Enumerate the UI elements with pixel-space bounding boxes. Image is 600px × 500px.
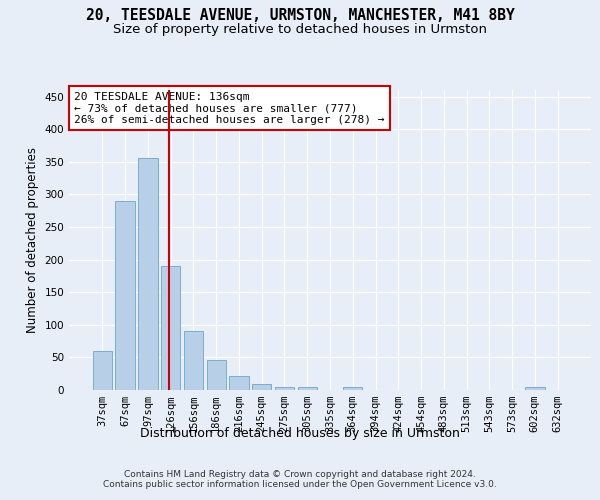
Text: Size of property relative to detached houses in Urmston: Size of property relative to detached ho…	[113, 22, 487, 36]
Bar	[138, 158, 158, 390]
Bar	[115, 201, 135, 390]
Bar	[161, 266, 181, 390]
Bar	[525, 388, 545, 390]
Text: 20 TEESDALE AVENUE: 136sqm
← 73% of detached houses are smaller (777)
26% of sem: 20 TEESDALE AVENUE: 136sqm ← 73% of deta…	[74, 92, 385, 124]
Text: Distribution of detached houses by size in Urmston: Distribution of detached houses by size …	[140, 428, 460, 440]
Bar	[229, 376, 248, 390]
Bar	[184, 332, 203, 390]
Bar	[93, 351, 112, 390]
Bar	[275, 386, 294, 390]
Text: Contains HM Land Registry data © Crown copyright and database right 2024.
Contai: Contains HM Land Registry data © Crown c…	[103, 470, 497, 490]
Bar	[206, 360, 226, 390]
Bar	[252, 384, 271, 390]
Y-axis label: Number of detached properties: Number of detached properties	[26, 147, 39, 333]
Text: 20, TEESDALE AVENUE, URMSTON, MANCHESTER, M41 8BY: 20, TEESDALE AVENUE, URMSTON, MANCHESTER…	[86, 8, 514, 22]
Bar	[343, 388, 362, 390]
Bar	[298, 388, 317, 390]
